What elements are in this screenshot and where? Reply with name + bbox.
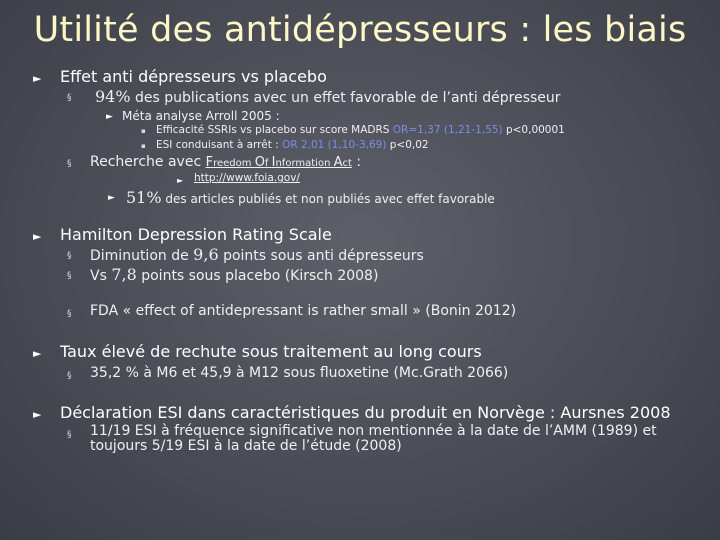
square-bullet-icon: § xyxy=(67,430,72,440)
section-heading-effect: Effet anti dépresseurs vs placebo xyxy=(60,67,327,86)
odds-ratio-madrs: OR=1,37 (1,21-1,55) xyxy=(392,124,503,136)
triangle-bullet-icon: ► xyxy=(33,347,42,360)
esi-stop-line: ESI conduisant à arrêt : OR 2,01 (1,10-3… xyxy=(156,139,429,151)
square-bullet-icon: § xyxy=(67,309,72,319)
triangle-bullet-icon: ► xyxy=(33,408,42,421)
meta-analysis-arroll: Méta analyse Arroll 2005 : xyxy=(122,109,280,123)
section-heading-relapse: Taux élevé de rechute sous traitement au… xyxy=(60,342,482,361)
triangle-bullet-icon: ► xyxy=(106,112,113,122)
bullet-fluoxetine: 35,2 % à M6 et 45,9 à M12 sous fluoxetin… xyxy=(90,365,509,381)
articles-text: des articles publiés et non publiés avec… xyxy=(161,192,495,206)
value-7-8: 7,8 xyxy=(111,265,137,284)
square-bullet-icon: § xyxy=(67,371,72,381)
triangle-bullet-icon: ► xyxy=(33,230,42,243)
bullet-51-percent: 51% des articles publiés et non publiés … xyxy=(126,188,495,207)
square-bullet-icon: § xyxy=(67,271,72,281)
triangle-bullet-icon: ► xyxy=(33,72,42,85)
bullet-foia-search: Recherche avec Freedom Of Information Ac… xyxy=(90,154,362,170)
slide-title: Utilité des antidépresseurs : les biais xyxy=(33,10,687,50)
publications-text: des publications avec un effet favorable… xyxy=(130,90,561,106)
small-square-bullet-icon: ▪ xyxy=(141,142,146,150)
bullet-fda-quote: FDA « effect of antidepressant is rather… xyxy=(90,303,517,319)
square-bullet-icon: § xyxy=(67,251,72,261)
value-9-6: 9,6 xyxy=(193,245,219,264)
triangle-bullet-icon: ► xyxy=(177,176,184,185)
percent-94: 94% xyxy=(95,87,131,106)
efficacy-ssris-line: Efficacité SSRIs vs placebo sur score MA… xyxy=(156,124,565,136)
section-heading-hamilton: Hamilton Depression Rating Scale xyxy=(60,225,332,244)
odds-ratio-esi: OR 2,01 (1,10-3,69) xyxy=(282,139,387,151)
percent-51: 51% xyxy=(126,188,162,207)
bullet-esi-frequency: 11/19 ESI à fréquence significative non … xyxy=(90,423,657,454)
small-square-bullet-icon: ▪ xyxy=(141,127,146,135)
foia-link[interactable]: http://www.foia.gov/ xyxy=(194,172,300,184)
freedom-of-information-act: Freedom Of Information Act xyxy=(205,155,352,170)
triangle-bullet-icon: ► xyxy=(108,193,115,203)
section-heading-norway: Déclaration ESI dans caractéristiques du… xyxy=(60,403,671,422)
square-bullet-icon: § xyxy=(67,159,72,169)
square-bullet-icon: § xyxy=(67,93,72,103)
bullet-publications: 94% des publications avec un effet favor… xyxy=(95,87,561,106)
bullet-decrease-antidepressants: Diminution de 9,6 points sous anti dépre… xyxy=(90,245,424,264)
bullet-placebo: Vs 7,8 points sous placebo (Kirsch 2008) xyxy=(90,265,379,284)
